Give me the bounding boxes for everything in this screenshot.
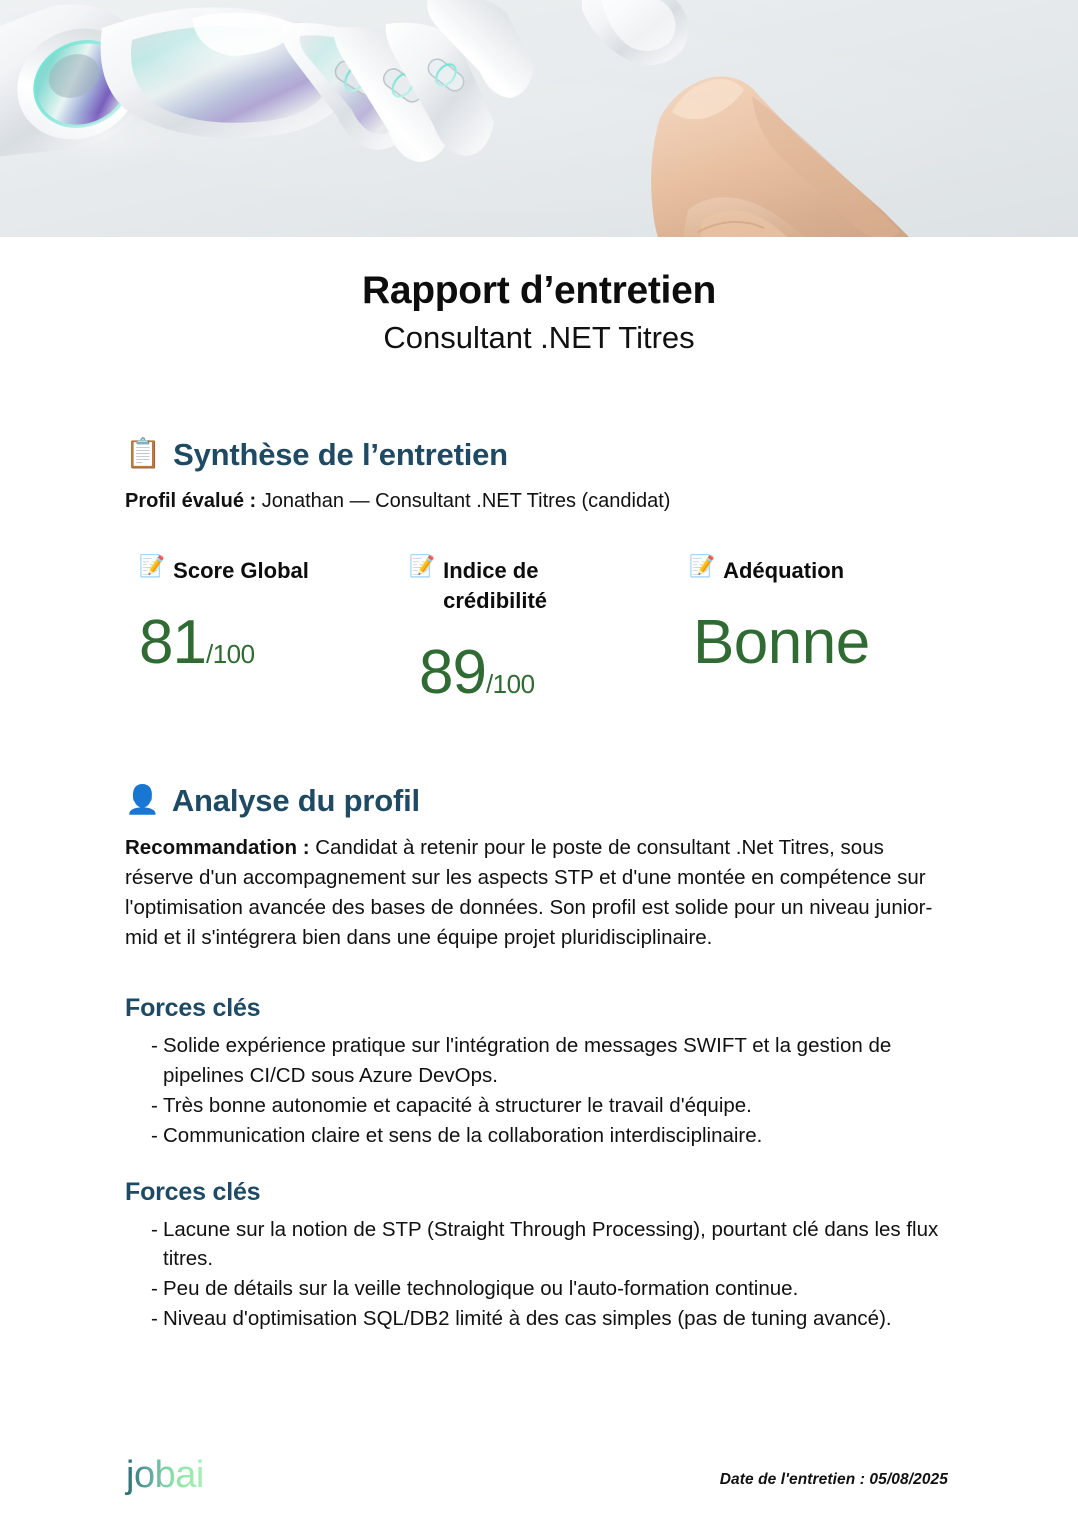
- list-item-text: Solide expérience pratique sur l'intégra…: [163, 1034, 892, 1087]
- document-body: Rapport d’entretien Consultant .NET Titr…: [0, 267, 1078, 1496]
- list-marker: -: [151, 1034, 158, 1058]
- list-item-text: Lacune sur la notion de STP (Straight Th…: [163, 1217, 939, 1271]
- jobai-logo: jobai: [125, 1454, 231, 1504]
- list-marker: -: [151, 1093, 158, 1117]
- score-value: 81/100: [139, 611, 401, 674]
- list-marker: -: [151, 1277, 158, 1301]
- score-label: 📝 Adéquation: [689, 556, 953, 586]
- svg-text:jobai: jobai: [125, 1455, 204, 1496]
- list-item: - Peu de détails sur la veille technolog…: [125, 1274, 953, 1303]
- analysis-heading: Analyse du profil: [171, 782, 420, 818]
- score-number: 81: [139, 607, 207, 677]
- strengths-heading: Forces clés: [125, 994, 261, 1023]
- synthesis-section-header: 📋 Synthèse de l’entretien: [125, 436, 953, 473]
- page-title: Rapport d’entretien: [362, 269, 716, 312]
- hero-image: [0, 0, 1078, 237]
- profile-label: Profil évalué :: [125, 490, 257, 513]
- list-item: - Très bonne autonomie et capacité à str…: [125, 1091, 953, 1120]
- list-item: - Communication claire et sens de la col…: [125, 1121, 953, 1150]
- score-card-global: 📝 Score Global 81/100: [125, 556, 401, 703]
- score-card-credibility: 📝 Indice de crédibilité 89/100: [401, 556, 677, 703]
- list-item-text: Très bonne autonomie et capacité à struc…: [163, 1093, 752, 1117]
- score-number: 89: [418, 637, 487, 707]
- recommendation-label: Recommandation :: [125, 835, 310, 859]
- interview-date: Date de l'entretien : 05/08/2025: [719, 1470, 948, 1488]
- list-marker: -: [151, 1123, 158, 1147]
- score-label-text: Indice de crédibilité: [443, 558, 548, 613]
- score-cards: 📝 Score Global 81/100 📝 Indice de crédib…: [125, 556, 953, 703]
- title-block: Rapport d’entretien Consultant .NET Titr…: [0, 267, 1078, 358]
- memo-icon: 📝: [139, 555, 166, 579]
- memo-icon: 📝: [688, 555, 716, 579]
- score-label: 📝 Score Global: [139, 556, 401, 586]
- list-item-text: Communication claire et sens de la colla…: [163, 1123, 763, 1147]
- score-value: 89/100: [419, 641, 677, 704]
- recommendation-text: Candidat à retenir pour le poste de cons…: [125, 835, 933, 949]
- weaknesses-list: - Lacune sur la notion de STP (Straight …: [125, 1215, 953, 1333]
- memo-icon: 📝: [408, 555, 436, 579]
- synthesis-heading: Synthèse de l’entretien: [173, 437, 508, 473]
- score-value: Bonne: [693, 611, 953, 674]
- list-item-text: Peu de détails sur la veille technologiq…: [163, 1277, 799, 1301]
- weaknesses-heading: Forces clés: [125, 1177, 261, 1206]
- logo-mark: jobai: [125, 1454, 204, 1496]
- score-label-text: Adéquation: [723, 558, 845, 584]
- score-denominator: /100: [205, 638, 255, 669]
- score-label-text: Score Global: [173, 558, 309, 584]
- recommendation-paragraph: Recommandation : Candidat à retenir pour…: [125, 833, 953, 953]
- analysis-section-header: 👤 Analyse du profil: [125, 782, 953, 819]
- score-denominator: /100: [485, 668, 535, 699]
- list-item: - Lacune sur la notion de STP (Straight …: [125, 1215, 953, 1273]
- strengths-list: - Solide expérience pratique sur l'intég…: [125, 1031, 953, 1149]
- list-marker: -: [151, 1217, 158, 1241]
- person-icon: 👤: [125, 784, 160, 816]
- list-marker: -: [151, 1307, 158, 1331]
- hero-illustration: [0, 0, 1078, 237]
- score-card-adequation: 📝 Adéquation Bonne: [677, 556, 953, 703]
- clipboard-icon: 📋: [125, 438, 162, 471]
- score-label: 📝 Indice de crédibilité: [409, 556, 677, 615]
- list-item-text: Niveau d'optimisation SQL/DB2 limité à d…: [163, 1307, 892, 1331]
- list-item: - Niveau d'optimisation SQL/DB2 limité à…: [125, 1304, 953, 1333]
- page-footer: jobai Date de l'entretien : 05/08/2025: [0, 1454, 1078, 1504]
- list-item: - Solide expérience pratique sur l'intég…: [125, 1031, 953, 1089]
- profile-line: Profil évalué : Jonathan — Consultant .N…: [125, 487, 953, 516]
- score-word: Bonne: [692, 607, 870, 677]
- profile-value: Jonathan — Consultant .NET Titres (candi…: [256, 490, 671, 513]
- page-subtitle: Consultant .NET Titres: [383, 319, 695, 355]
